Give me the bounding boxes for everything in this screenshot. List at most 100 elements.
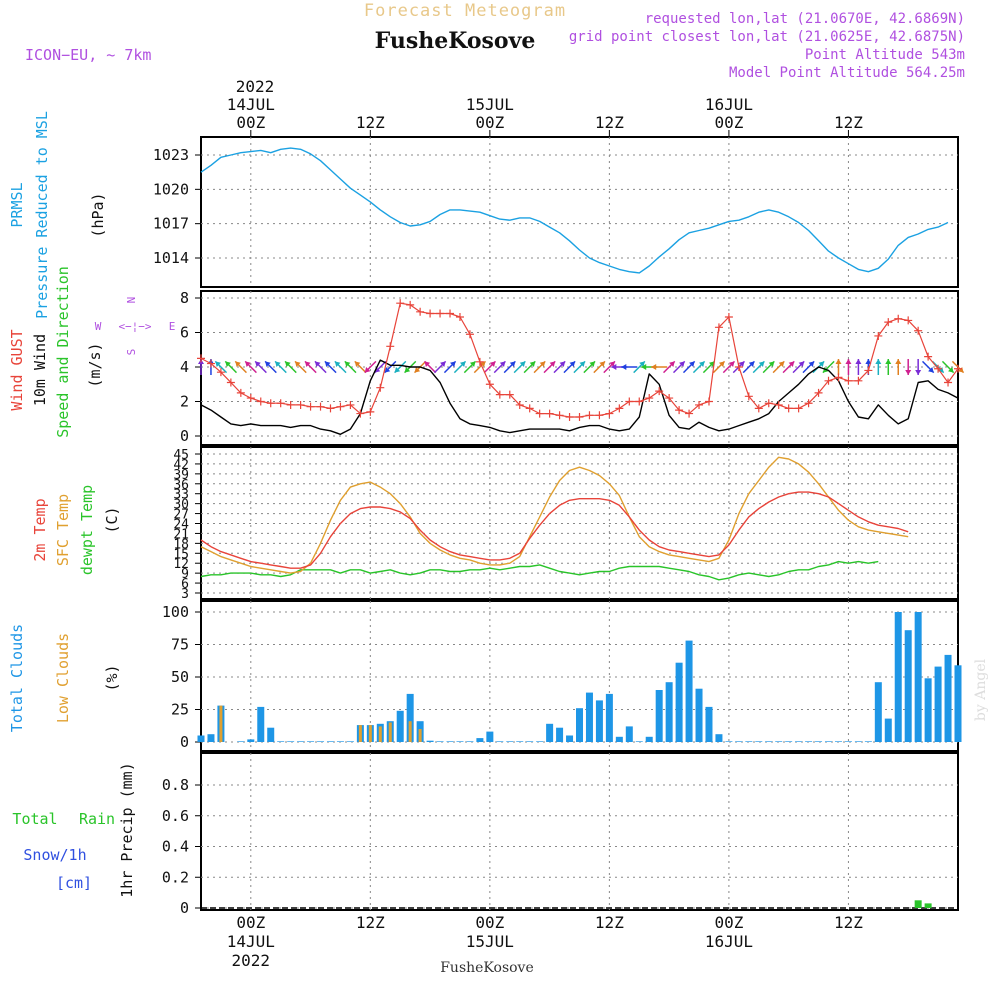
gust-marker bbox=[804, 399, 813, 408]
pressure-tick-label: 1014 bbox=[153, 249, 189, 267]
total-cloud-bar bbox=[884, 718, 892, 742]
total-cloud-bar bbox=[725, 741, 733, 742]
wind-arrow-head bbox=[928, 367, 934, 373]
footer-location: FusheKosove bbox=[440, 960, 534, 976]
gust-marker bbox=[306, 402, 315, 411]
total-cloud-bar bbox=[914, 612, 922, 742]
top-date-label: 16JUL bbox=[705, 95, 753, 114]
prmsl-line bbox=[200, 147, 949, 274]
gust-marker bbox=[197, 354, 205, 363]
gust-marker bbox=[446, 309, 455, 318]
total-cloud-bar bbox=[307, 741, 315, 742]
temp-unit-label: (C) bbox=[103, 506, 121, 533]
wind-arrow-head bbox=[599, 361, 606, 367]
total-cloud-bar bbox=[695, 688, 703, 742]
wind-arrow-head bbox=[758, 361, 765, 367]
total-cloud-bar bbox=[894, 612, 902, 742]
gust-marker bbox=[774, 400, 783, 409]
top-time-label: 00Z bbox=[714, 113, 743, 132]
gust-marker bbox=[525, 404, 534, 413]
precip-bar bbox=[914, 900, 922, 908]
gust-marker bbox=[515, 400, 524, 409]
precip-tick-label: 0.4 bbox=[162, 838, 189, 856]
point-altitude: Point Altitude 543m bbox=[805, 47, 965, 63]
gust-marker bbox=[625, 397, 634, 406]
gust-marker bbox=[615, 404, 624, 413]
gust-marker bbox=[455, 312, 464, 321]
gust-marker bbox=[595, 411, 604, 420]
gust-marker bbox=[236, 388, 245, 397]
precip-tick-label: 0.8 bbox=[162, 776, 189, 794]
temp-tick-label: 42 bbox=[173, 458, 189, 473]
gust-marker bbox=[675, 406, 684, 415]
wind-gust-line bbox=[200, 302, 959, 418]
top-time-label: 12Z bbox=[834, 113, 863, 132]
gust-marker bbox=[565, 413, 574, 422]
wind-arrow-head bbox=[718, 361, 725, 367]
compass-s: S bbox=[125, 349, 138, 356]
pressure-tick-label: 1017 bbox=[153, 215, 189, 233]
total-cloud-bar bbox=[197, 735, 205, 742]
gust-marker bbox=[336, 402, 345, 411]
wind-tick-label: 0 bbox=[180, 427, 189, 445]
gust-marker bbox=[366, 407, 375, 416]
wind-speed-dir-label: Speed and Direction bbox=[54, 266, 72, 438]
low-cloud-bar bbox=[418, 729, 422, 742]
total-cloud-bar bbox=[346, 741, 354, 742]
precip-bar bbox=[924, 903, 932, 908]
bottom-time-label: 00Z bbox=[475, 913, 504, 932]
wind-arrow-head bbox=[469, 361, 476, 367]
wind-arrow-head bbox=[875, 359, 882, 364]
low-clouds-label: Low Clouds bbox=[54, 633, 72, 723]
total-cloud-bar bbox=[267, 727, 275, 742]
temp-tick-label: 15 bbox=[173, 547, 189, 562]
gust-marker bbox=[864, 366, 873, 375]
top-date-label: 15JUL bbox=[466, 95, 514, 114]
precip-cm-label: [cm] bbox=[56, 874, 92, 892]
gust-marker bbox=[655, 387, 664, 396]
temp-sfc-label: SFC Temp bbox=[54, 494, 72, 566]
total-cloud-bar bbox=[237, 741, 245, 742]
gust-marker bbox=[316, 402, 325, 411]
precip-tick-label: 0.2 bbox=[162, 868, 189, 886]
gust-marker bbox=[386, 342, 395, 351]
total-cloud-bar bbox=[645, 736, 653, 742]
gust-marker bbox=[575, 413, 584, 422]
compass-w: W bbox=[95, 320, 102, 333]
low-cloud-bar bbox=[408, 721, 412, 742]
clouds-tick-label: 75 bbox=[171, 636, 189, 654]
requested-lonlat: requested lon,lat (21.0670E, 42.6869N) bbox=[645, 11, 965, 27]
precip-snow-label: Snow/1h bbox=[23, 846, 86, 864]
wind-arrow-head bbox=[255, 361, 261, 367]
gust-marker bbox=[944, 378, 953, 387]
total-cloud-bar bbox=[765, 741, 773, 742]
temp-tick-label: 3 bbox=[181, 587, 189, 602]
temp-2m-line bbox=[200, 491, 909, 569]
wind-arrow-head bbox=[621, 364, 627, 370]
bottom-date-label: 15JUL bbox=[466, 932, 514, 951]
low-cloud-bar bbox=[378, 726, 382, 742]
wind-arrow-head bbox=[479, 361, 486, 367]
gust-marker bbox=[356, 409, 365, 418]
total-cloud-bar bbox=[336, 741, 344, 742]
clouds-tick-label: 100 bbox=[162, 603, 189, 621]
temp-tick-label: 33 bbox=[173, 488, 189, 503]
bottom-time-label: 00Z bbox=[236, 913, 265, 932]
gust-marker bbox=[485, 380, 494, 389]
total-cloud-bar bbox=[625, 726, 633, 742]
gust-marker bbox=[545, 409, 554, 418]
total-cloud-bar bbox=[247, 739, 255, 742]
precip-unit-label: 1hr Precip (mm) bbox=[118, 762, 136, 897]
gust-marker bbox=[286, 400, 295, 409]
gust-marker bbox=[465, 330, 474, 339]
wind-arrow-head bbox=[958, 367, 964, 373]
total-cloud-bar bbox=[934, 666, 942, 742]
wind-arrow-head bbox=[885, 359, 892, 364]
wind-arrow-head bbox=[509, 361, 516, 367]
precip-total-label: Total bbox=[12, 810, 57, 828]
wind-10m-line bbox=[200, 359, 959, 435]
clouds-tick-label: 50 bbox=[171, 668, 189, 686]
precip-rain-label: Rain bbox=[79, 810, 115, 828]
total-cloud-bar bbox=[785, 741, 793, 742]
total-cloud-bar bbox=[446, 741, 454, 742]
